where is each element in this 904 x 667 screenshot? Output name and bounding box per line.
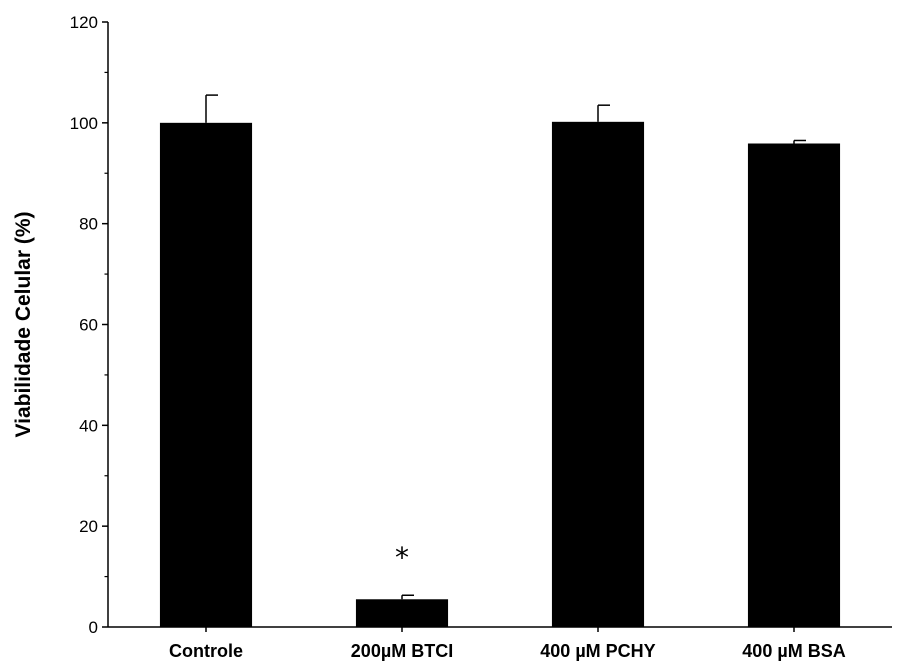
x-tick-label: Controle: [169, 641, 243, 661]
annotations: *: [395, 541, 409, 574]
y-tick-label: 120: [70, 13, 98, 32]
significance-marker: *: [395, 541, 409, 574]
y-tick-label: 20: [79, 517, 98, 536]
bar: [355, 599, 449, 627]
x-tick-label: 400 µM BSA: [742, 641, 845, 661]
x-tick-label: 400 µM PCHY: [540, 641, 655, 661]
x-tick-label: 200µM BTCI: [351, 641, 453, 661]
bar: [551, 121, 645, 627]
y-tick-label: 60: [79, 316, 98, 335]
y-tick-label: 40: [79, 416, 98, 435]
bars: [159, 121, 841, 628]
y-ticks: 0 20 40 60 80 100 120: [70, 13, 108, 637]
error-bars: [205, 94, 806, 600]
y-tick-label: 0: [89, 618, 98, 637]
bar: [747, 143, 841, 628]
bar: [159, 122, 253, 627]
y-tick-label: 80: [79, 215, 98, 234]
y-axis-title: Viabilidade Celular (%): [12, 211, 35, 437]
x-tick-labels: Controle 200µM BTCI 400 µM PCHY 400 µM BSA: [169, 627, 846, 661]
y-tick-label: 100: [70, 114, 98, 133]
